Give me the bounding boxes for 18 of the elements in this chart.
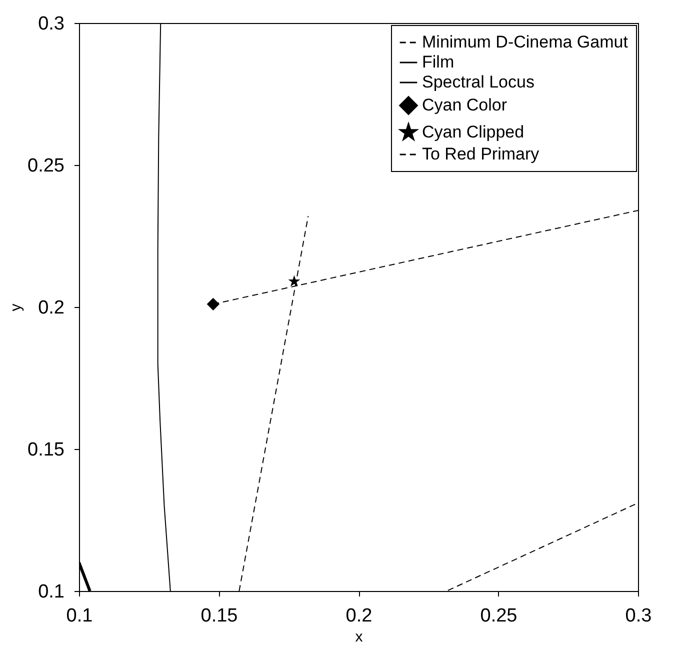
x-tick-label: 0.15 bbox=[200, 606, 238, 626]
legend-label: Spectral Locus bbox=[422, 72, 534, 92]
legend-label: Film bbox=[422, 52, 454, 72]
x-tick-label: 0.3 bbox=[625, 606, 652, 626]
legend-label: To Red Primary bbox=[422, 144, 540, 164]
y-tick-label: 0.1 bbox=[38, 582, 64, 602]
y-axis-title: y bbox=[8, 303, 25, 312]
x-tick-label: 0.25 bbox=[480, 606, 518, 626]
x-tick-label: 0.1 bbox=[66, 606, 93, 626]
legend-label: Cyan Clipped bbox=[422, 122, 524, 142]
y-tick-label: 0.25 bbox=[28, 156, 64, 176]
legend-label: Cyan Color bbox=[422, 96, 508, 114]
y-tick-label: 0.15 bbox=[28, 440, 64, 460]
legend-label: Minimum D-Cinema Gamut bbox=[422, 32, 628, 52]
x-tick-label: 0.2 bbox=[346, 606, 372, 626]
x-axis-title: x bbox=[355, 628, 364, 646]
y-tick-label: 0.3 bbox=[38, 14, 64, 34]
y-tick-label: 0.2 bbox=[38, 298, 64, 318]
